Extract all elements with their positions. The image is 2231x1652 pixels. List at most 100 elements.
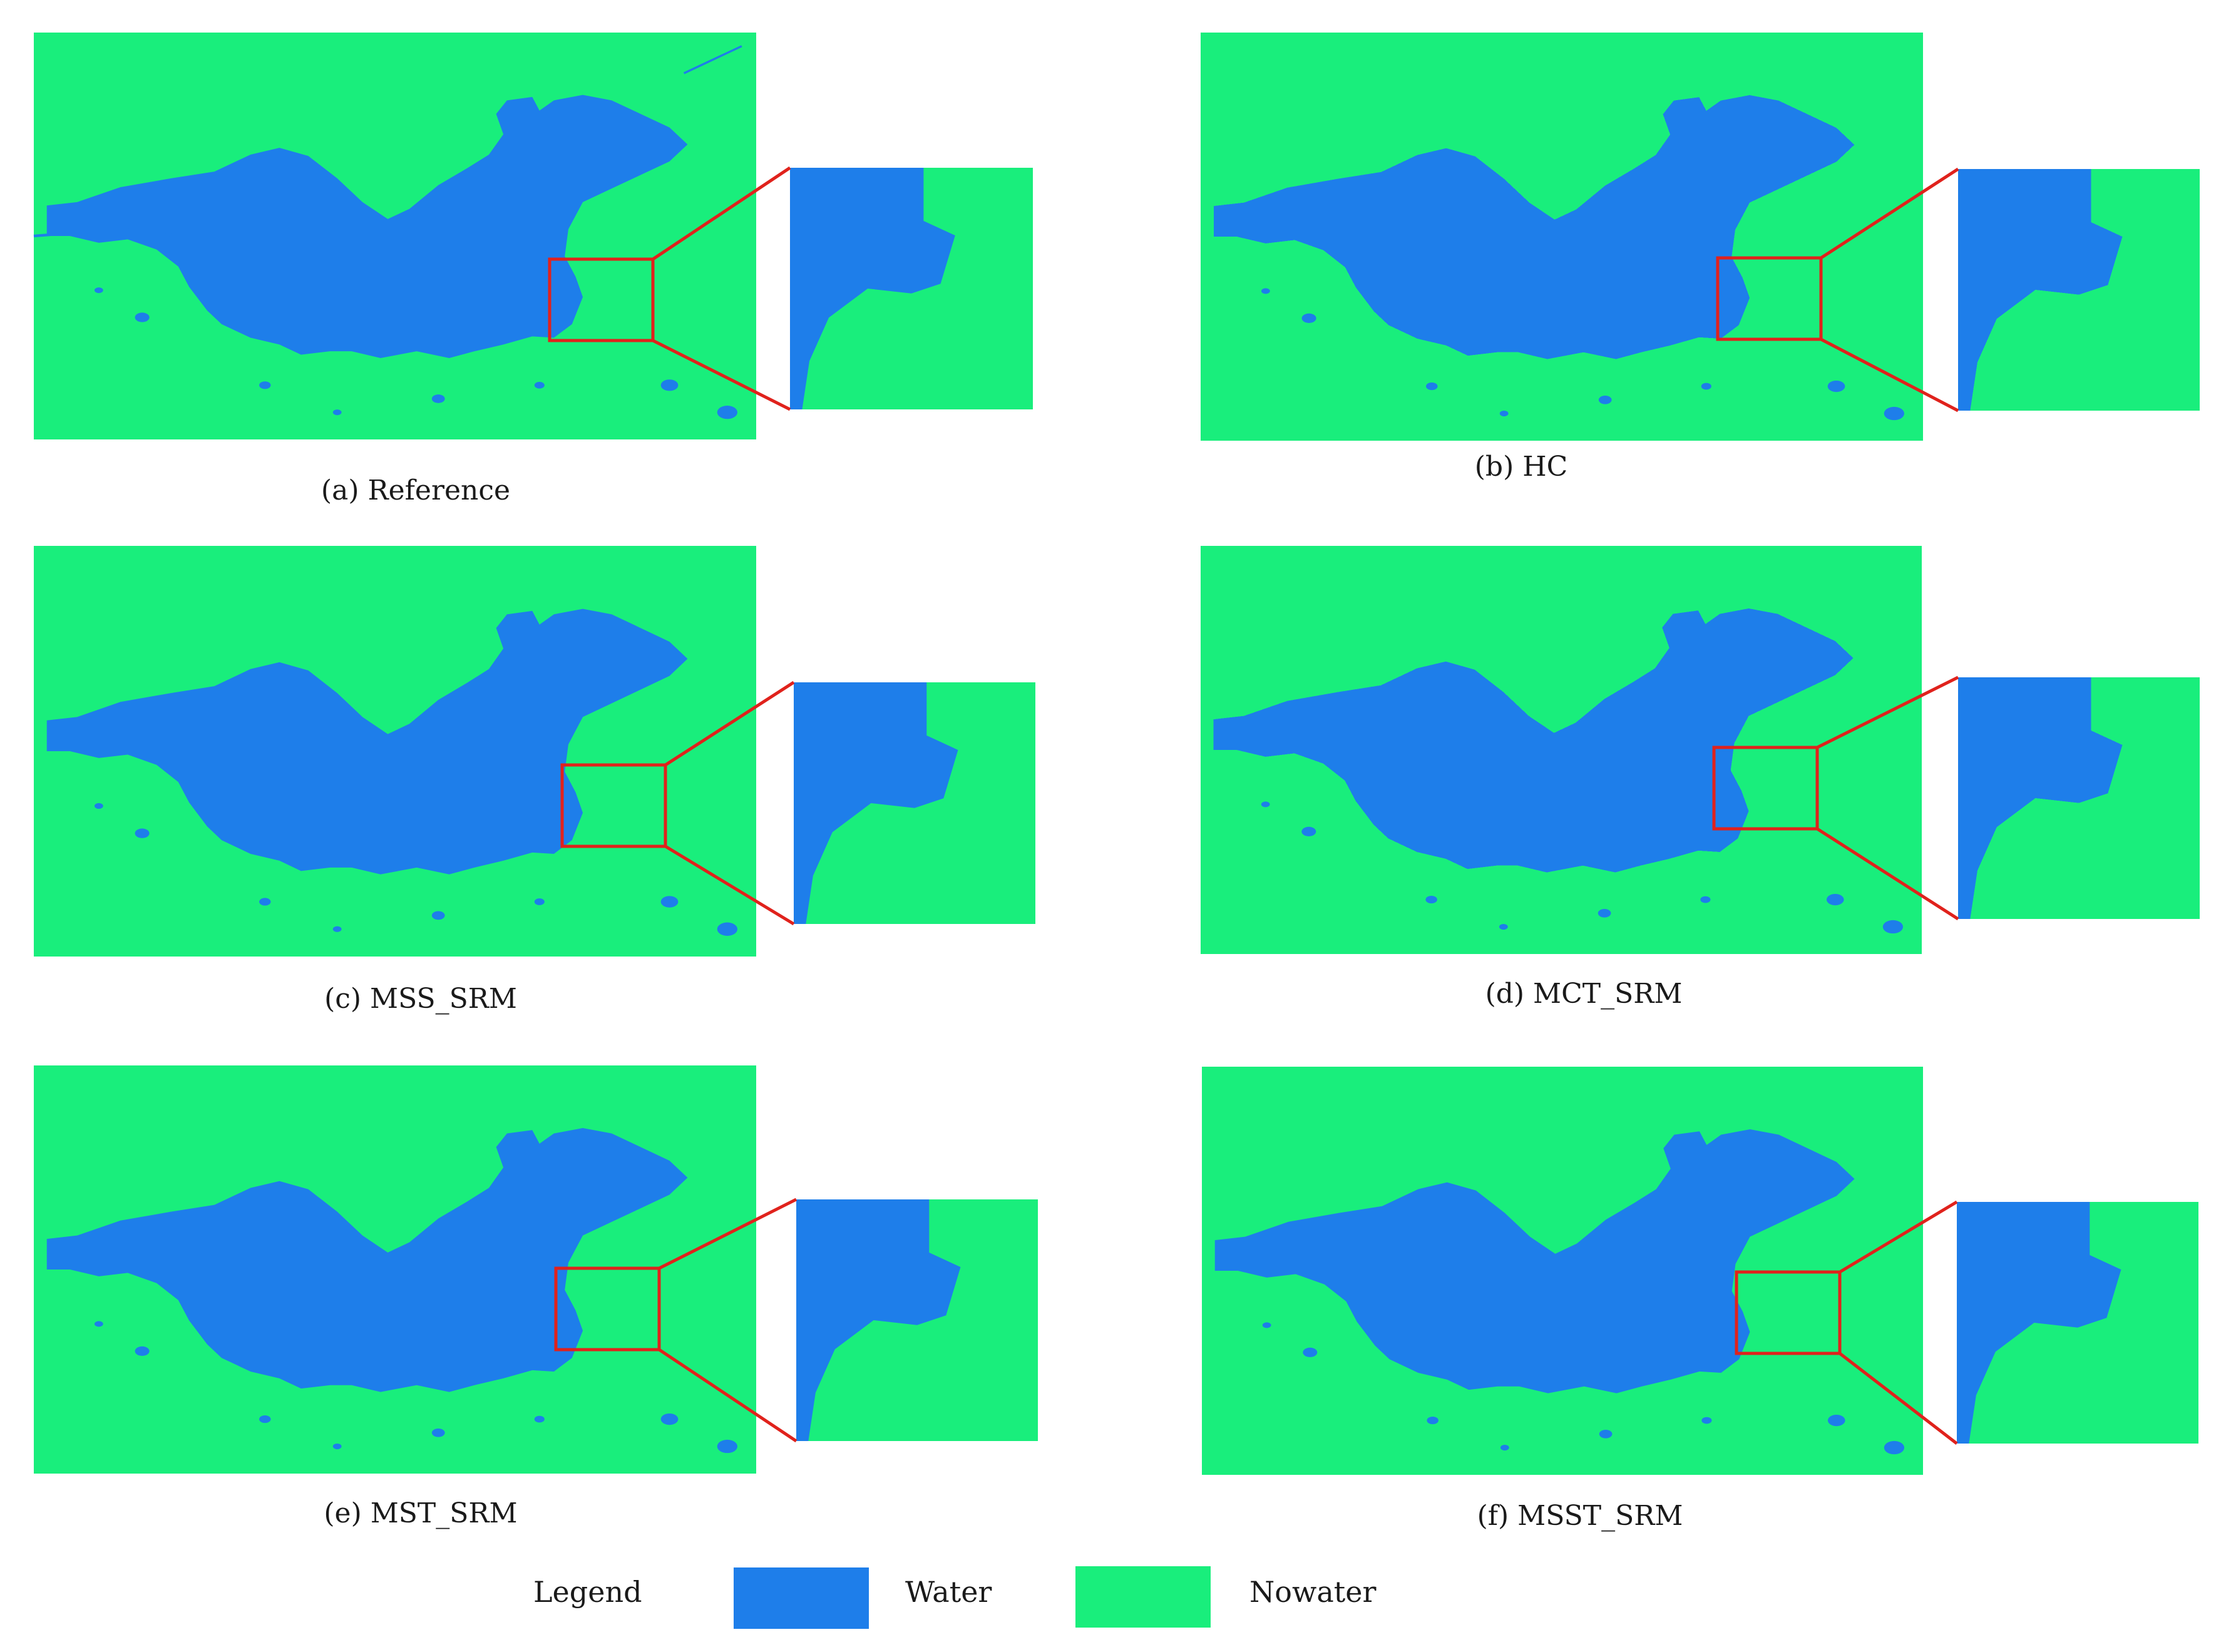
water-patch xyxy=(1884,406,1904,421)
map-water-body xyxy=(46,1127,737,1454)
water-patch xyxy=(1884,1440,1905,1455)
water-patch xyxy=(1499,923,1508,930)
water-patch xyxy=(1426,382,1438,391)
water-patch xyxy=(94,1321,103,1327)
zoom-connector-top xyxy=(1820,167,1959,260)
water-patch xyxy=(717,1439,737,1454)
caption-d: (d) MCT_SRM xyxy=(1485,978,1683,1010)
zoom-water-area xyxy=(1958,169,2123,411)
water-patch xyxy=(1500,1444,1509,1451)
zoom-connector-bottom xyxy=(664,844,795,926)
water-patch xyxy=(534,898,545,905)
zoom-connector-top xyxy=(658,1198,798,1270)
legend-swatch-nowater xyxy=(1075,1566,1211,1628)
water-patch xyxy=(135,312,150,322)
zoom-connector-bottom xyxy=(1820,337,1959,413)
lake-shape xyxy=(1213,608,1854,873)
zoom-region-box xyxy=(1712,746,1819,831)
legend-label-nowater: Nowater xyxy=(1249,1575,1377,1609)
caption-a: (a) Reference xyxy=(321,475,511,506)
water-patch xyxy=(660,1413,679,1425)
water-patch xyxy=(431,1428,445,1437)
panel-e xyxy=(34,1065,1038,1474)
caption-e: (e) MST_SRM xyxy=(324,1497,518,1529)
water-patch xyxy=(1262,1322,1271,1328)
water-patch xyxy=(1425,895,1437,904)
water-patch xyxy=(259,1415,271,1424)
lake-shape xyxy=(46,95,688,358)
map-water-body xyxy=(1214,1129,1905,1455)
water-patch xyxy=(1826,893,1844,906)
panel-c xyxy=(34,546,1035,957)
water-patch xyxy=(660,896,679,908)
water-patch xyxy=(332,409,342,416)
water-patch xyxy=(1701,382,1711,390)
water-patch xyxy=(1827,380,1845,392)
water-patch xyxy=(1261,288,1270,294)
water-channel xyxy=(683,45,742,74)
caption-c: (c) MSS_SRM xyxy=(324,983,517,1015)
water-patch xyxy=(1700,896,1711,903)
zoom-region-box xyxy=(1716,256,1823,341)
caption-b: (b) HC xyxy=(1474,451,1568,483)
legend-title: Legend xyxy=(533,1575,642,1609)
water-patch xyxy=(534,1415,545,1423)
legend-label-water: Water xyxy=(905,1575,992,1609)
water-patch xyxy=(1599,1429,1613,1439)
water-patch xyxy=(1827,1414,1845,1427)
water-patch xyxy=(1598,395,1612,404)
water-patch xyxy=(135,828,150,838)
zoom-water-area xyxy=(790,168,955,409)
water-patch xyxy=(94,287,103,294)
zoom-water-area xyxy=(794,682,958,924)
water-channel xyxy=(33,227,179,238)
water-patch xyxy=(1301,826,1316,837)
zoom-connector-bottom xyxy=(1816,827,1959,921)
zoom-water-area xyxy=(796,1199,961,1441)
water-patch xyxy=(431,911,445,920)
panel-d xyxy=(1201,546,2200,954)
zoom-region-box xyxy=(560,763,667,848)
water-patch xyxy=(1701,1417,1712,1424)
caption-f: (f) MSST_SRM xyxy=(1477,1500,1683,1532)
lake-shape xyxy=(1213,95,1855,359)
water-patch xyxy=(1882,920,1904,934)
water-patch xyxy=(431,394,445,403)
water-patch xyxy=(332,1443,342,1450)
zoom-region-box xyxy=(548,257,655,342)
map-water-body xyxy=(1213,608,1904,934)
water-patch xyxy=(717,922,737,936)
map-water-body xyxy=(33,45,742,419)
water-patch xyxy=(1598,908,1611,918)
zoom-connector-top xyxy=(1816,675,1959,749)
water-patch xyxy=(259,381,271,389)
map-water-body xyxy=(1213,95,1904,421)
zoom-water-area xyxy=(1958,677,2123,919)
water-patch xyxy=(1301,313,1316,324)
panel-a xyxy=(33,33,1033,439)
zoom-connector-top xyxy=(664,680,795,767)
lake-shape xyxy=(46,608,688,875)
water-patch xyxy=(1499,410,1509,417)
zoom-connector-bottom xyxy=(652,339,791,411)
panel-f xyxy=(1202,1067,2198,1475)
legend-swatch-water xyxy=(734,1567,869,1629)
water-patch xyxy=(534,382,545,389)
zoom-connector-bottom xyxy=(1839,1352,1958,1445)
lake-shape xyxy=(46,1127,688,1392)
water-patch xyxy=(1261,801,1270,808)
water-patch xyxy=(135,1346,150,1357)
zoom-connector-bottom xyxy=(658,1348,798,1443)
zoom-region-box xyxy=(554,1266,661,1352)
water-patch xyxy=(94,803,103,809)
panel-b xyxy=(1201,33,2200,441)
water-patch xyxy=(717,406,737,419)
water-patch xyxy=(259,898,271,906)
water-patch xyxy=(332,926,342,932)
zoom-water-area xyxy=(1957,1202,2121,1444)
zoom-connector-top xyxy=(652,166,791,261)
water-patch xyxy=(660,379,679,391)
lake-shape xyxy=(1214,1129,1855,1393)
